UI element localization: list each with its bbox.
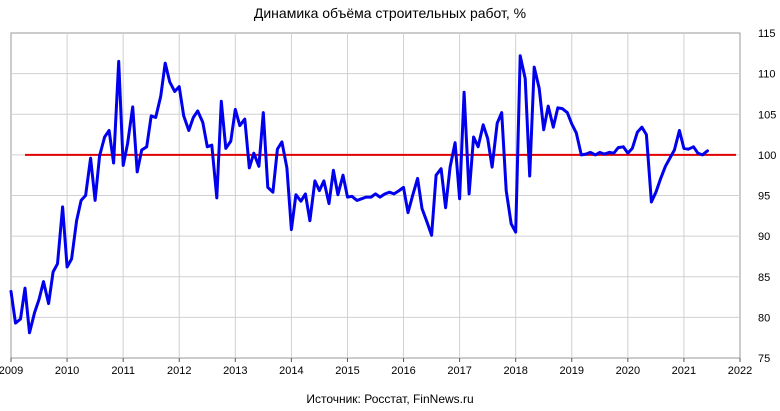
- x-tick-label: 2018: [503, 365, 527, 377]
- y-tick-label: 95: [758, 191, 770, 203]
- x-tick-label: 2017: [447, 365, 471, 377]
- x-tick-label: 2014: [279, 365, 303, 377]
- y-tick-label: 80: [758, 312, 770, 324]
- x-tick-label: 2022: [728, 365, 752, 377]
- x-tick-label: 2020: [616, 365, 640, 377]
- x-tick-label: 2011: [111, 365, 135, 377]
- y-tick-label: 110: [758, 69, 776, 81]
- chart-title: Динамика объёма строительных работ, %: [253, 5, 527, 21]
- y-tick-label: 75: [758, 353, 770, 365]
- y-tick-label: 90: [758, 231, 770, 243]
- y-axis-ticks: 75 80 85 90 95 100 105 110 115: [758, 28, 776, 365]
- y-tick-label: 105: [758, 109, 776, 121]
- chart-source: Источник: Росстат, FinNews.ru: [306, 392, 474, 406]
- x-tick-label: 2010: [55, 365, 79, 377]
- y-tick-label: 100: [758, 150, 776, 162]
- x-tick-label: 2019: [560, 365, 584, 377]
- x-tick-label: 2015: [335, 365, 359, 377]
- x-axis-ticks: 2009 2010 2011 2012 2013 2014 2015 2016 2017 2018…: [0, 358, 752, 377]
- x-tick-label: 2016: [391, 365, 415, 377]
- y-tick-label: 115: [758, 28, 776, 40]
- x-tick-label: 2012: [167, 365, 191, 377]
- series-line: [9, 54, 709, 335]
- x-tick-label: 2009: [0, 365, 23, 377]
- x-tick-label: 2013: [223, 365, 247, 377]
- y-tick-label: 85: [758, 272, 770, 284]
- x-tick-label: 2021: [672, 365, 696, 377]
- series-layer: [9, 54, 709, 335]
